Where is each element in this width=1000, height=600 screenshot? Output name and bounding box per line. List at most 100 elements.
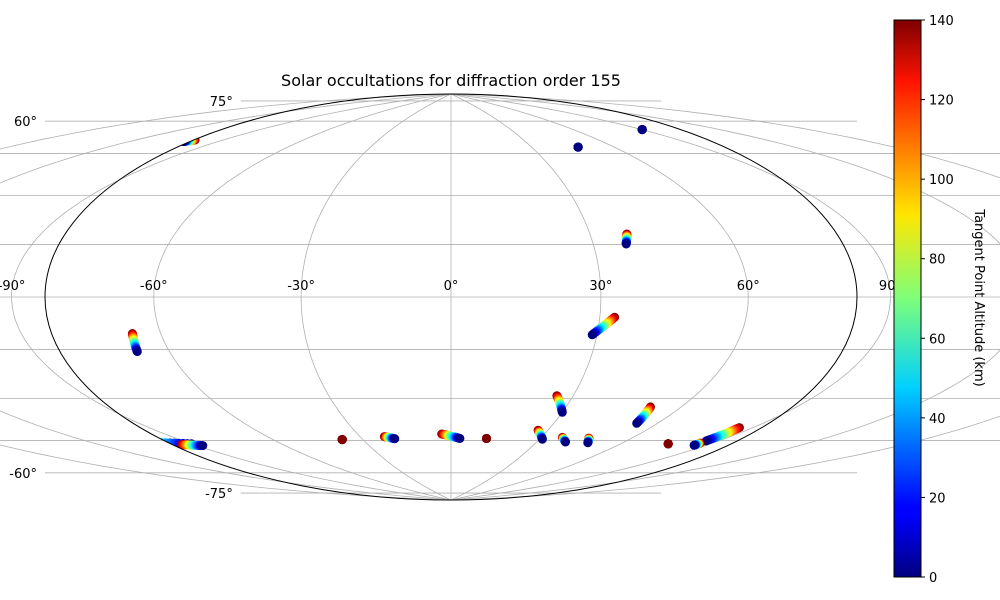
latitude-tick-labels: 75°60°45°30°15°0°-15°-30°-45°-60°-75° — [9, 95, 233, 502]
map-grid — [0, 93, 1000, 501]
track-point — [790, 450, 799, 460]
track-point — [587, 330, 597, 340]
track-point — [122, 436, 131, 446]
colorbar-tick-label: 80 — [929, 253, 946, 268]
track-point — [148, 437, 158, 447]
track-point — [632, 418, 642, 428]
track-point — [637, 125, 647, 135]
lat-tick-label: 60° — [14, 115, 37, 130]
lat-tick-label: -60° — [9, 467, 37, 482]
track-point — [455, 433, 465, 443]
track-point — [143, 445, 153, 454]
track-point — [790, 450, 799, 460]
track-point — [135, 437, 145, 447]
map-outline — [44, 93, 858, 501]
track-point — [1, 416, 10, 425]
track-point — [689, 440, 699, 450]
track-point — [146, 445, 156, 455]
lon-tick-label: -60° — [140, 279, 168, 294]
track-point — [144, 445, 154, 454]
track-point — [790, 450, 799, 460]
track-point — [790, 450, 799, 460]
meridian-line — [0, 93, 452, 501]
track-point — [139, 444, 149, 454]
track-point — [198, 441, 208, 451]
track-point — [790, 450, 799, 460]
track-point — [790, 450, 799, 460]
track-point — [790, 450, 799, 460]
track-point — [132, 347, 142, 357]
track-point — [583, 438, 593, 448]
track-point — [765, 447, 775, 457]
lon-tick-label: -90° — [0, 279, 25, 294]
track-point — [790, 450, 799, 460]
track-point — [0, 415, 3, 424]
track-point — [482, 434, 491, 443]
track-point — [130, 444, 140, 454]
track-point — [133, 444, 143, 454]
track-point — [147, 445, 157, 455]
colorbar-tick-label: 120 — [929, 94, 954, 109]
meridian-line — [450, 93, 1000, 501]
track-point — [764, 447, 774, 457]
track-point — [537, 434, 547, 444]
track-point — [790, 450, 799, 460]
track-point — [764, 447, 774, 457]
colorbar-tick-label: 100 — [929, 173, 954, 188]
track-point — [139, 437, 149, 447]
track-point — [790, 450, 799, 460]
track-point — [138, 444, 148, 454]
lon-tick-label: -30° — [287, 279, 315, 294]
track-point — [790, 450, 799, 460]
colorbar-tick-label: 140 — [929, 14, 954, 29]
track-point — [131, 444, 141, 454]
occultation-tracks — [0, 125, 799, 460]
track-point — [557, 407, 567, 417]
track-point — [790, 450, 799, 460]
lon-tick-label: 0° — [444, 279, 459, 294]
track-point — [140, 444, 150, 454]
colorbar-tick-label: 40 — [929, 412, 946, 427]
track-point — [8, 416, 17, 425]
colorbar-tick-label: 0 — [929, 571, 937, 586]
track-point — [134, 444, 144, 454]
track-point — [15, 417, 24, 426]
track-point — [790, 450, 799, 460]
track-point — [145, 445, 155, 455]
track-point — [126, 436, 136, 446]
track-point — [790, 450, 799, 460]
track-point — [790, 450, 799, 460]
colorbar-gradient — [893, 19, 922, 578]
track-point — [135, 444, 145, 454]
track-point — [390, 434, 400, 444]
track-point — [141, 444, 151, 454]
track-point — [136, 444, 146, 454]
track-point — [790, 450, 799, 460]
track-point — [790, 450, 799, 460]
track-point — [790, 450, 799, 460]
track-point — [142, 445, 152, 454]
lat-tick-label: -75° — [205, 487, 233, 502]
track-point — [573, 142, 583, 152]
track-point — [129, 444, 139, 454]
meridian-line — [0, 93, 452, 501]
lon-tick-label: 30° — [589, 279, 612, 294]
track-point — [790, 450, 799, 460]
chart-title: Solar occultations for diffraction order… — [281, 71, 621, 90]
track-point — [561, 437, 570, 447]
meridian-line — [450, 93, 1000, 501]
track-point — [790, 450, 799, 460]
track-point — [337, 435, 347, 445]
track-point — [130, 436, 140, 446]
colorbar-tick-label: 20 — [929, 491, 946, 506]
track-point — [143, 437, 153, 447]
track-point — [790, 450, 799, 460]
track-point — [137, 444, 147, 454]
track-point — [790, 450, 799, 460]
lat-tick-label: 75° — [210, 95, 233, 110]
track-point — [765, 447, 775, 457]
colorbar-tick-label: 60 — [929, 332, 946, 347]
colorbar-label: Tangent Point Altitude (km) — [971, 208, 986, 386]
longitude-tick-labels: -150°-120°-90°-60°-30°0°30°60°90°120°150… — [0, 279, 902, 294]
